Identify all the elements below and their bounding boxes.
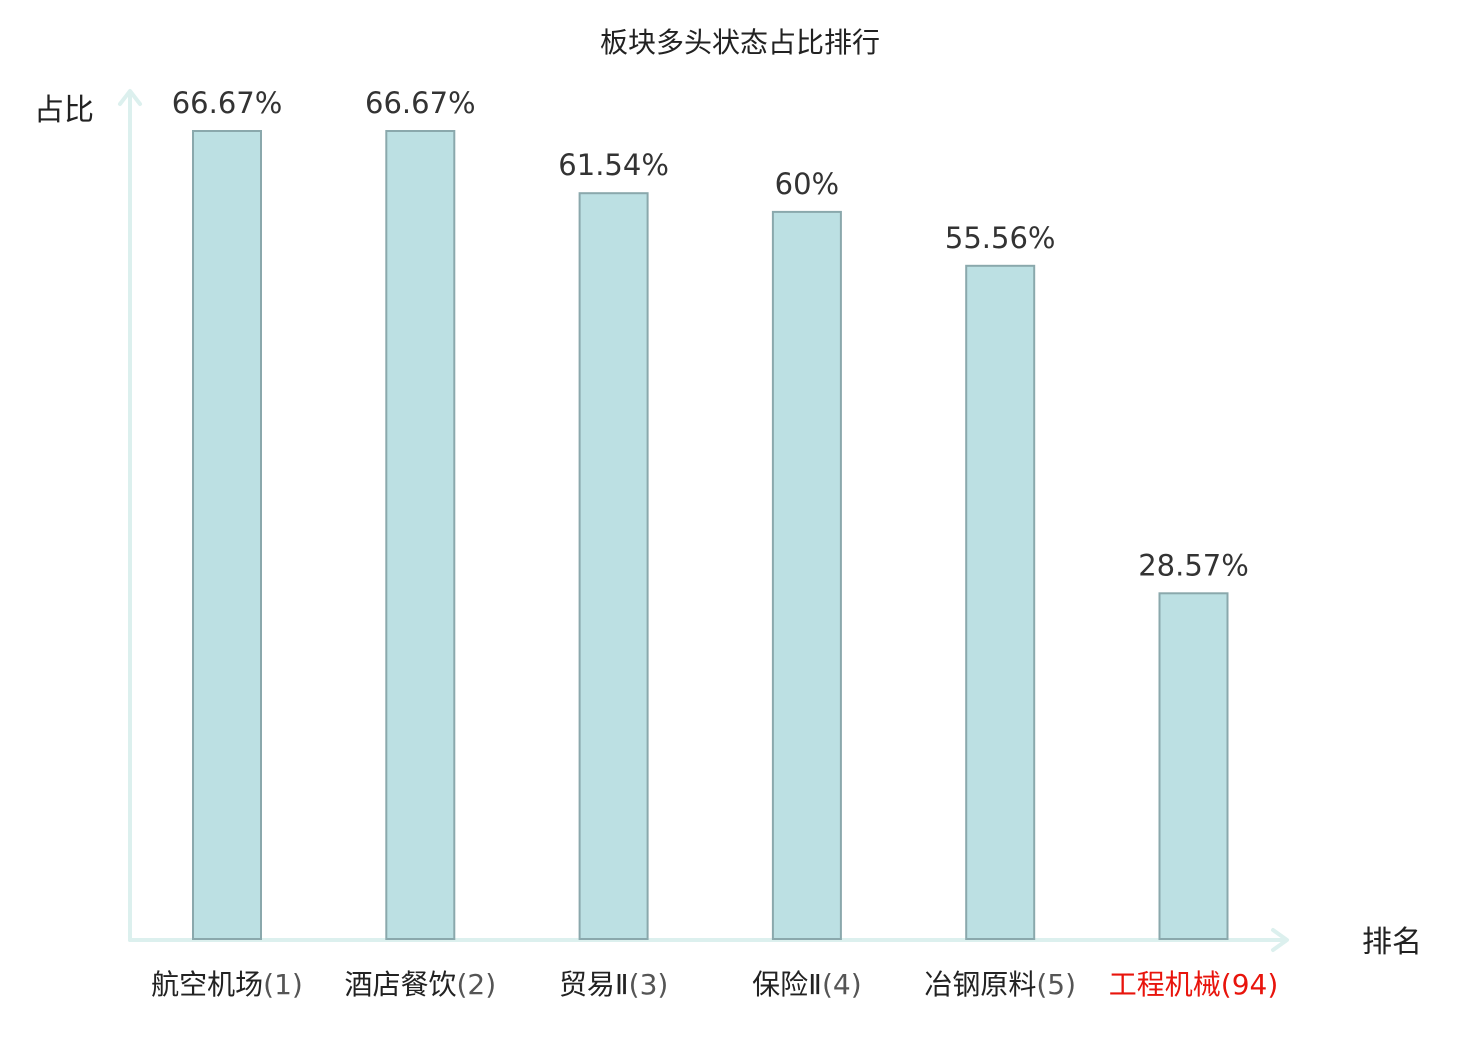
category-rank-1: (1) xyxy=(263,968,303,1001)
category-name-5: 冶钢原料 xyxy=(924,968,1036,1001)
value-label-1: 66.67% xyxy=(172,86,283,120)
category-label-3: 贸易Ⅱ(3) xyxy=(559,968,668,1001)
category-label-2: 酒店餐饮(2) xyxy=(344,968,496,1001)
category-rank-5: (5) xyxy=(1036,968,1076,1001)
category-rank-6: (94) xyxy=(1221,968,1278,1001)
y-axis-arrow xyxy=(118,89,142,106)
category-labels: 航空机场(1) 酒店餐饮(2) 贸易Ⅱ(3) 保险Ⅱ(4) 冶钢原料(5) 工程机械(94… xyxy=(151,968,1278,1001)
category-rank-2: (2) xyxy=(456,968,496,1001)
category-name-3: 贸易Ⅱ xyxy=(559,968,629,1001)
y-axis: 占比 xyxy=(34,89,142,942)
x-axis-label: 排名 xyxy=(1362,925,1422,960)
category-rank-4: (4) xyxy=(822,968,862,1001)
value-labels: 66.67% 66.67% 61.54% 60% 55.56% 28.57% xyxy=(172,86,1249,582)
value-label-4: 60% xyxy=(775,167,839,201)
bar-6 xyxy=(1158,592,1229,940)
x-axis-arrow xyxy=(1271,928,1289,952)
category-name-4: 保险Ⅱ xyxy=(752,968,822,1001)
category-label-4: 保险Ⅱ(4) xyxy=(752,968,861,1001)
bars xyxy=(192,130,1229,940)
value-label-3: 61.54% xyxy=(558,148,669,182)
category-rank-3: (3) xyxy=(629,968,669,1001)
category-label-5: 冶钢原料(5) xyxy=(924,968,1076,1001)
value-label-2: 66.67% xyxy=(365,86,476,120)
bar-1 xyxy=(192,130,262,940)
category-name-1: 航空机场 xyxy=(151,968,263,1001)
category-name-2: 酒店餐饮 xyxy=(344,968,456,1001)
category-label-1: 航空机场(1) xyxy=(151,968,303,1001)
bar-5 xyxy=(965,264,1036,940)
category-label-6: 工程机械(94) xyxy=(1109,968,1279,1001)
bar-3 xyxy=(578,192,649,940)
value-label-5: 55.56% xyxy=(945,221,1056,255)
y-axis-label: 占比 xyxy=(34,93,94,128)
chart-title: 板块多头状态占比排行 xyxy=(600,26,880,59)
bar-4 xyxy=(771,210,842,940)
bar-2 xyxy=(385,130,456,940)
category-name-6: 工程机械 xyxy=(1109,968,1221,1001)
x-axis: 排名 xyxy=(128,925,1422,960)
value-label-6: 28.57% xyxy=(1138,548,1249,582)
